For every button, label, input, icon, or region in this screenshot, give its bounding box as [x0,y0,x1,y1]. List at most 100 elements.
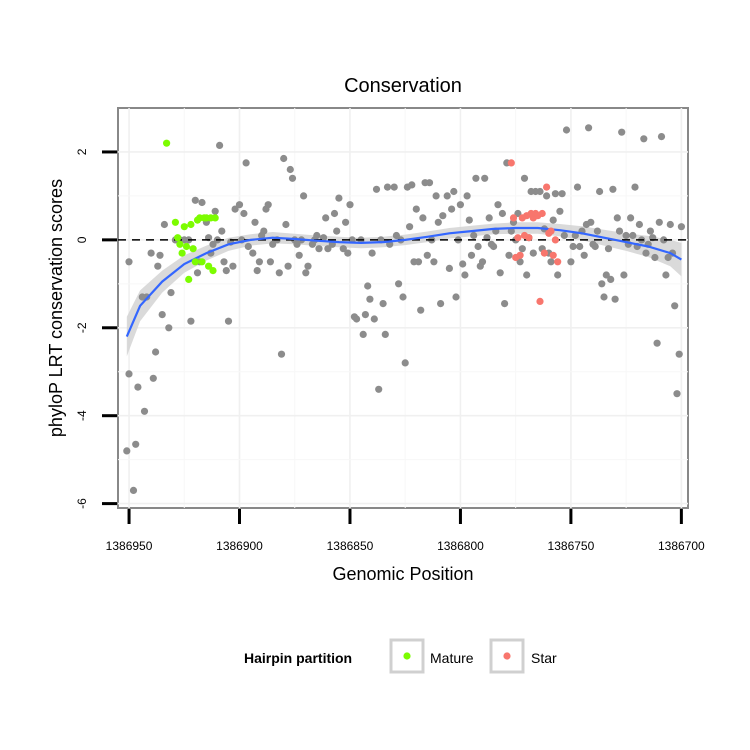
background-point [496,269,504,277]
background-point [573,183,582,191]
background-point [620,271,628,279]
background-point [635,220,644,229]
background-point [472,174,480,182]
background-point [395,280,403,288]
background-point [383,183,392,191]
background-point [275,269,283,277]
background-point [364,282,372,290]
background-point [224,317,233,325]
background-point [125,370,133,378]
y-axis-title: phyloP LRT conservation scores [46,179,66,437]
background-point [567,258,575,266]
background-point [560,231,568,240]
background-point [390,183,398,191]
background-point [322,214,330,222]
legend-label-star: Star [531,650,557,666]
background-point [242,159,250,167]
background-point [229,262,237,270]
background-point [432,192,440,200]
background-point [342,218,350,226]
star-point [547,227,555,235]
background-point [518,245,526,253]
background-point [465,216,473,224]
background-point [673,390,681,398]
background-point [156,251,164,259]
legend-title: Hairpin partition [244,650,352,666]
background-point [437,300,445,308]
background-point [218,227,226,235]
x-axis-title: Genomic Position [332,564,473,584]
star-point [543,183,551,191]
background-point [434,218,442,226]
mature-point [185,275,193,283]
background-point [657,133,666,141]
background-point [662,271,670,279]
background-point [516,258,524,266]
star-point [549,251,557,259]
smooth-curve [125,226,682,338]
background-point [375,385,383,393]
mature-point [163,139,171,147]
background-point [209,240,217,248]
background-point [445,264,453,272]
background-point [123,447,131,455]
background-point [547,258,555,266]
star-point [551,236,560,244]
mature-point [171,218,179,226]
background-point [629,231,637,240]
background-point [167,289,175,297]
legend: Hairpin partition Mature Star [244,638,557,674]
background-point [549,216,557,224]
star-point [540,249,549,257]
background-point [498,209,506,218]
mature-point [198,258,206,266]
background-point [452,293,460,301]
background-point [655,218,663,226]
background-point [222,267,230,275]
background-point [631,183,639,191]
background-point [474,242,482,251]
star-point [525,234,533,242]
background-point [193,269,202,277]
background-point [587,218,595,226]
background-point [551,190,560,198]
background-point [675,350,683,358]
background-point [240,209,248,218]
background-point [585,124,593,132]
background-point [604,245,613,253]
background-point [598,280,606,288]
smooth-line [125,226,682,338]
legend-label-mature: Mature [430,650,474,666]
star-point [538,209,546,218]
star-point [536,297,544,305]
y-tick-label: -6 [75,498,89,509]
mature-point [191,258,199,266]
background-point [353,315,361,323]
background-point [344,249,352,257]
background-point [478,258,487,266]
background-point [266,258,274,266]
background-point [618,128,626,136]
background-point [439,212,447,220]
background-point [333,227,341,235]
background-point [423,251,431,259]
background-point [543,192,551,200]
background-point [554,271,562,279]
background-point [412,205,420,213]
background-point [249,249,257,257]
background-point [152,348,160,356]
background-point [302,269,310,277]
background-point [198,198,206,207]
background-point [642,249,650,257]
background-point [529,249,537,257]
background-point [450,187,458,196]
background-point [591,242,599,251]
background-point [671,302,679,310]
background-point [536,187,544,196]
mature-point [174,234,182,242]
y-tick-label: -2 [75,322,89,333]
mature-point [187,220,195,229]
background-point [569,242,577,251]
background-point [392,231,400,240]
star-point [554,258,562,266]
